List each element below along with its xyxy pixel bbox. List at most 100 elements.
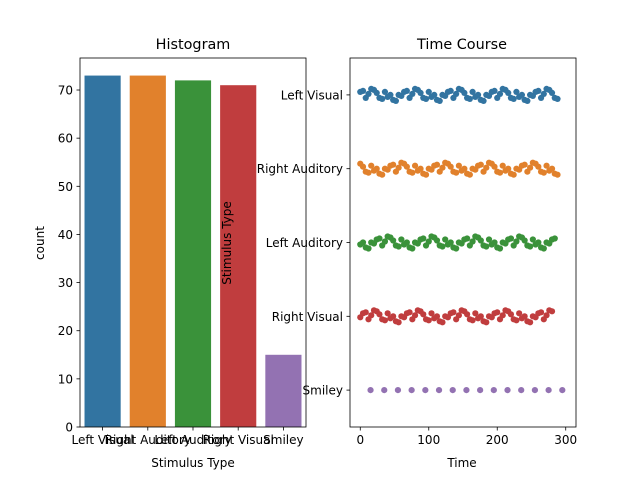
point-left-visual: [381, 88, 389, 95]
bar-right-visual: [220, 85, 257, 427]
time-course-x-tick-label: 200: [486, 433, 509, 447]
point-left-visual: [417, 89, 424, 96]
point-smiley: [518, 387, 525, 394]
point-left-auditory: [359, 239, 367, 246]
point-left-visual: [453, 90, 460, 97]
point-right-visual: [455, 312, 462, 319]
point-left-visual: [425, 88, 432, 95]
histogram-bars: [84, 75, 302, 428]
point-right-auditory: [477, 161, 484, 168]
point-left-visual: [480, 97, 487, 104]
histogram-y-tick-label: 40: [58, 228, 73, 242]
point-left-auditory: [381, 238, 389, 245]
point-left-visual: [379, 95, 386, 102]
point-right-visual: [439, 319, 446, 326]
point-right-visual: [384, 310, 391, 317]
histogram-y-ticks: 0 10 20 30 40 50 60 70: [58, 84, 80, 435]
point-right-visual: [477, 313, 484, 320]
point-right-auditory: [395, 164, 402, 171]
time-course-x-tick-label: 100: [417, 433, 440, 447]
bar-smiley: [265, 354, 302, 427]
point-right-visual: [521, 313, 528, 320]
point-left-auditory: [390, 237, 397, 244]
point-right-visual: [516, 310, 523, 317]
point-left-visual: [510, 95, 517, 102]
point-smiley: [463, 387, 470, 394]
point-left-auditory: [529, 236, 536, 243]
point-right-auditory: [411, 162, 419, 169]
point-right-auditory: [422, 171, 430, 178]
point-smiley: [559, 387, 566, 394]
time-course-x-ticks: 0 100 200 300: [356, 427, 577, 447]
point-left-auditory: [376, 235, 383, 242]
point-right-visual: [507, 311, 515, 318]
point-left-visual: [359, 87, 367, 94]
point-left-visual: [373, 89, 380, 96]
point-left-auditory: [439, 243, 446, 250]
point-smiley: [381, 387, 388, 394]
point-right-auditory: [483, 164, 490, 171]
histogram-x-tick-label: Smiley: [263, 433, 303, 447]
time-course-points: [357, 85, 566, 394]
point-left-visual: [513, 88, 520, 95]
point-right-visual: [543, 312, 550, 319]
point-right-auditory: [390, 161, 397, 168]
point-smiley: [367, 387, 374, 394]
point-left-auditory: [483, 243, 490, 250]
point-right-visual: [368, 312, 375, 319]
point-left-visual: [540, 90, 547, 97]
time-course-y-tick-label: Smiley: [303, 384, 343, 398]
point-smiley: [422, 387, 429, 394]
point-left-auditory: [453, 245, 460, 252]
point-right-auditory: [535, 163, 542, 170]
histogram-y-tick-label: 70: [58, 84, 73, 98]
point-smiley: [408, 387, 415, 394]
histogram-y-tick-label: 50: [58, 180, 73, 194]
point-right-auditory: [365, 169, 372, 176]
time-course-title: Time Course: [416, 37, 507, 53]
point-left-auditory: [477, 237, 484, 244]
point-left-auditory: [409, 245, 416, 252]
point-left-visual: [466, 95, 473, 102]
histogram-title: Histogram: [156, 37, 231, 53]
bar-right-auditory: [129, 75, 166, 428]
point-left-visual: [524, 97, 531, 104]
point-left-visual: [554, 95, 561, 102]
point-left-auditory: [469, 238, 476, 245]
point-left-auditory: [540, 245, 547, 252]
point-left-visual: [409, 90, 416, 97]
histogram-y-tick-label: 10: [58, 372, 73, 386]
point-right-auditory: [373, 165, 380, 172]
point-left-auditory: [551, 235, 558, 242]
point-right-auditory: [439, 164, 446, 171]
time-course-x-tick-label: 0: [356, 433, 364, 447]
time-course-y-tick-label: Left Auditory: [266, 236, 343, 250]
point-left-auditory: [535, 239, 542, 246]
point-right-auditory: [491, 163, 498, 170]
time-course-frame: [349, 57, 577, 428]
point-left-auditory: [425, 238, 432, 245]
point-right-auditory: [548, 165, 556, 172]
point-right-auditory: [403, 163, 410, 170]
point-left-auditory: [447, 239, 454, 246]
time-course-x-tick-label: 300: [554, 433, 577, 447]
point-right-visual: [469, 317, 476, 324]
point-left-visual: [535, 87, 542, 94]
point-left-visual: [392, 97, 399, 104]
point-smiley: [531, 387, 539, 394]
point-right-auditory: [527, 164, 534, 171]
histogram-y-tick-label: 20: [58, 324, 73, 338]
point-right-visual: [406, 309, 413, 316]
bar-left-visual: [84, 75, 121, 428]
point-right-visual: [362, 309, 369, 316]
point-right-visual: [390, 313, 397, 320]
point-right-visual: [527, 319, 534, 326]
point-left-visual: [505, 89, 512, 96]
point-right-auditory: [510, 171, 517, 178]
point-left-auditory: [403, 239, 410, 246]
point-right-auditory: [433, 161, 441, 168]
point-left-auditory: [507, 235, 515, 242]
point-left-visual: [461, 89, 468, 96]
point-right-visual: [425, 317, 432, 324]
